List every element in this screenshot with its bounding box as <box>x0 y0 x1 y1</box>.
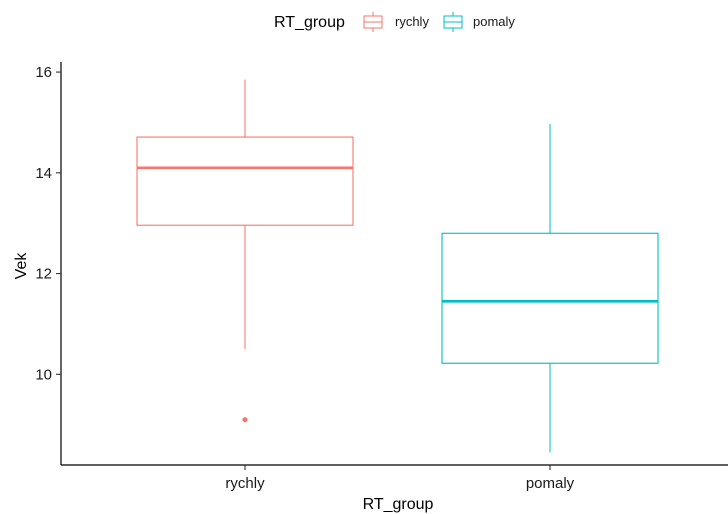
x-axis-title: RT_group <box>363 496 434 513</box>
x-ticks: rychly pomaly <box>225 465 575 492</box>
box-iqr <box>441 232 659 364</box>
legend-label-rychly: rychly <box>395 14 429 29</box>
boxes <box>136 79 659 453</box>
x-tick-label: pomaly <box>526 475 575 492</box>
y-ticks: 10 12 14 16 <box>35 64 61 383</box>
x-tick-label: rychly <box>225 475 265 492</box>
y-tick-label: 10 <box>35 366 52 383</box>
box-iqr <box>136 136 354 226</box>
box-rychly <box>136 79 354 423</box>
box-pomaly <box>441 123 659 453</box>
legend: RT_group rychly pomaly <box>274 12 515 32</box>
y-tick-label: 12 <box>35 266 52 283</box>
y-axis-title: Vek <box>13 252 30 280</box>
legend-title: RT_group <box>274 14 345 31</box>
outlier-point <box>242 417 248 423</box>
axes <box>60 62 728 466</box>
legend-key-pomaly <box>443 12 463 32</box>
y-tick-label: 14 <box>35 165 52 182</box>
y-tick-label: 16 <box>35 64 52 81</box>
legend-label-pomaly: pomaly <box>473 14 515 29</box>
legend-key-rychly <box>363 12 383 32</box>
